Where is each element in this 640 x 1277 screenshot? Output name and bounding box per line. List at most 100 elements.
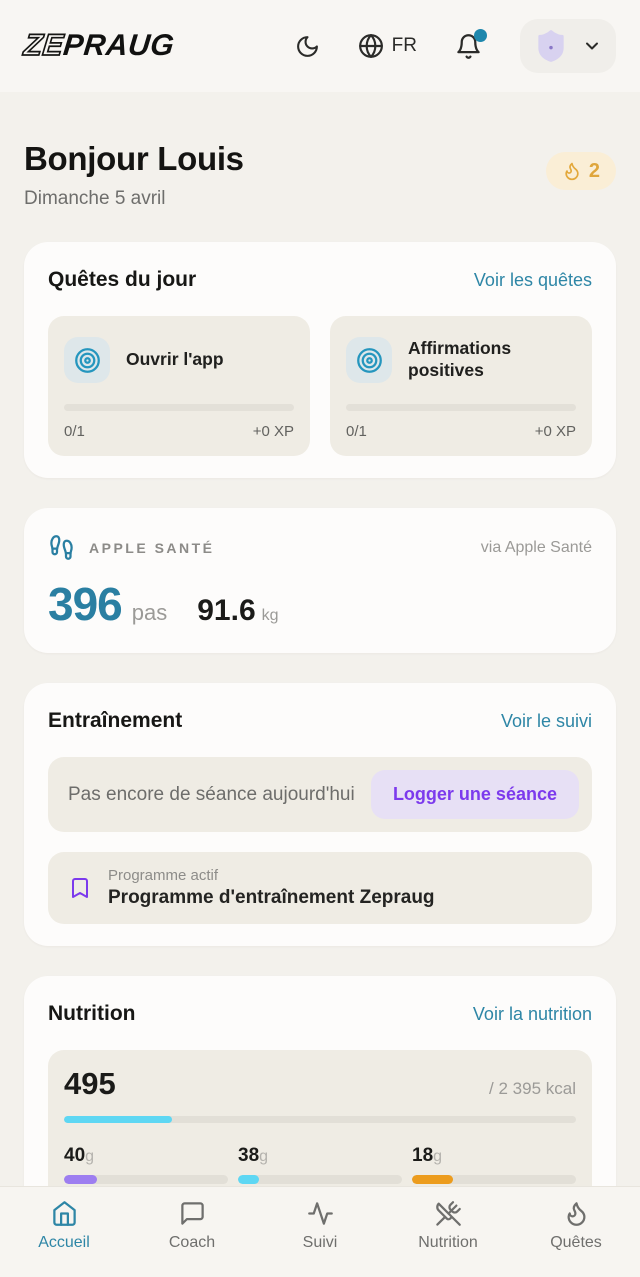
session-empty-text: Pas encore de séance aujourd'hui (68, 783, 355, 805)
quest-progress-track (64, 404, 294, 411)
macro-track (238, 1175, 402, 1184)
training-card: Entraînement Voir le suivi Pas encore de… (24, 683, 616, 946)
calories-target: / 2 395 kcal (489, 1079, 576, 1098)
target-icon (64, 337, 110, 383)
target-icon (346, 337, 392, 383)
macro-fill (64, 1175, 97, 1184)
quest-grid: Ouvrir l'app 0/1 +0 XP Aff (48, 316, 592, 456)
quest-top-row: Ouvrir l'app (64, 332, 294, 388)
language-selector[interactable]: FR (358, 33, 417, 59)
profile-menu-button[interactable] (520, 19, 616, 73)
weight-unit: kg (261, 607, 279, 624)
nav-label: Quêtes (550, 1234, 602, 1251)
quest-top-row: Affirmations positives (346, 332, 576, 388)
greeting-section: Bonjour Louis Dimanche 5 avril 2 (24, 140, 616, 210)
macro-track (412, 1175, 576, 1184)
macro-value: 18 (412, 1145, 434, 1166)
macro-value: 40 (64, 1145, 86, 1166)
nutrition-card-header: Nutrition Voir la nutrition (48, 1002, 592, 1026)
top-bar: ZEPRAUG FR (0, 0, 640, 92)
home-icon (51, 1200, 78, 1227)
nav-label: Suivi (302, 1234, 338, 1251)
quest-progress-track (346, 404, 576, 411)
main-content: Bonjour Louis Dimanche 5 avril 2 Quêtes … (0, 140, 640, 1226)
streak-count: 2 (588, 159, 600, 182)
program-texts: Programme actif Programme d'entraînement… (108, 867, 435, 909)
flame-icon (562, 161, 582, 181)
flame-icon (563, 1200, 590, 1227)
health-source: APPLE SANTÉ (48, 534, 215, 561)
quests-link[interactable]: Voir les quêtes (473, 270, 592, 290)
training-title: Entraînement (48, 709, 183, 732)
quest-tile-open-app[interactable]: Ouvrir l'app 0/1 +0 XP (48, 316, 310, 456)
nutrition-link[interactable]: Voir la nutrition (472, 1004, 592, 1024)
macro-fill (412, 1175, 453, 1184)
logo-solid-part: PRAUG (61, 29, 176, 62)
program-name: Programme d'entraînement Zepraug (108, 887, 435, 908)
footprints-icon (48, 534, 75, 561)
quest-progress-count: 0/1 (346, 423, 367, 440)
nav-item-nutrition[interactable]: Nutrition (384, 1187, 512, 1277)
logo-outline-part: ZE (21, 28, 66, 63)
dark-mode-toggle[interactable] (295, 34, 320, 59)
quest-meta: 0/1 +0 XP (346, 423, 576, 440)
active-program-row[interactable]: Programme actif Programme d'entraînement… (48, 852, 592, 924)
quest-xp: +0 XP (534, 423, 576, 440)
calories-value: 495 (64, 1066, 116, 1101)
nutrition-card: Nutrition Voir la nutrition 495 / 2 395 … (24, 976, 616, 1226)
session-row: Pas encore de séance aujourd'hui Logger … (48, 757, 592, 832)
quest-progress-count: 0/1 (64, 423, 85, 440)
macro-label: 18g (412, 1145, 576, 1167)
calories-progress-fill (64, 1116, 172, 1123)
macro-unit: g (259, 1148, 269, 1165)
nav-item-accueil[interactable]: Accueil (0, 1187, 128, 1277)
quests-card: Quêtes du jour Voir les quêtes Ouvrir l'… (24, 242, 616, 478)
nav-label: Coach (168, 1234, 216, 1251)
macro-fat: 18g (412, 1145, 576, 1184)
health-card: APPLE SANTÉ via Apple Santé 396 pas 91.6… (24, 508, 616, 653)
nav-item-quetes[interactable]: Quêtes (512, 1187, 640, 1277)
nav-label: Nutrition (418, 1234, 478, 1251)
bookmark-icon (68, 876, 92, 900)
weight-value: 91.6 (197, 594, 256, 627)
notification-dot (474, 28, 487, 42)
health-card-header: APPLE SANTÉ via Apple Santé (48, 534, 592, 561)
greeting-date: Dimanche 5 avril (24, 188, 166, 209)
calories-progress-track (64, 1116, 576, 1123)
app-logo: ZEPRAUG (21, 28, 176, 63)
nav-item-suivi[interactable]: Suivi (256, 1187, 384, 1277)
macro-unit: g (85, 1148, 95, 1165)
macro-unit: g (433, 1148, 443, 1165)
quest-label: Affirmations positives (408, 338, 512, 380)
quests-card-header: Quêtes du jour Voir les quêtes (48, 268, 592, 292)
macro-carbs: 38g (238, 1145, 402, 1184)
health-via: via Apple Santé (480, 538, 592, 556)
quest-xp: +0 XP (252, 423, 294, 440)
steps-value: 396 (48, 578, 123, 630)
macro-fill (238, 1175, 260, 1184)
activity-icon (307, 1200, 334, 1227)
moon-icon (295, 34, 320, 59)
greeting-texts: Bonjour Louis Dimanche 5 avril (24, 140, 244, 210)
macro-grid: 40g 38g 18g (64, 1145, 576, 1184)
log-session-button[interactable]: Logger une séance (370, 770, 579, 819)
notifications-button[interactable] (455, 28, 487, 60)
quests-title: Quêtes du jour (48, 268, 197, 291)
steps-unit: pas (131, 600, 168, 625)
macro-label: 38g (238, 1145, 402, 1167)
training-link[interactable]: Voir le suivi (500, 711, 592, 731)
quest-tile-affirmations[interactable]: Affirmations positives 0/1 +0 XP (330, 316, 592, 456)
chat-bubble-icon (179, 1200, 206, 1227)
calories-row: 495 / 2 395 kcal (64, 1066, 576, 1102)
nutrition-summary-box: 495 / 2 395 kcal 40g 38g (48, 1050, 592, 1204)
nav-item-coach[interactable]: Coach (128, 1187, 256, 1277)
header-actions: FR (295, 19, 616, 73)
bottom-navigation: Accueil Coach Suivi Nutrition Quêtes (0, 1186, 640, 1277)
streak-badge: 2 (545, 152, 616, 190)
page-title: Bonjour Louis (24, 140, 244, 177)
training-card-header: Entraînement Voir le suivi (48, 709, 592, 733)
nutrition-title: Nutrition (48, 1002, 136, 1025)
health-label: APPLE SANTÉ (89, 539, 215, 556)
shield-avatar (532, 27, 570, 65)
